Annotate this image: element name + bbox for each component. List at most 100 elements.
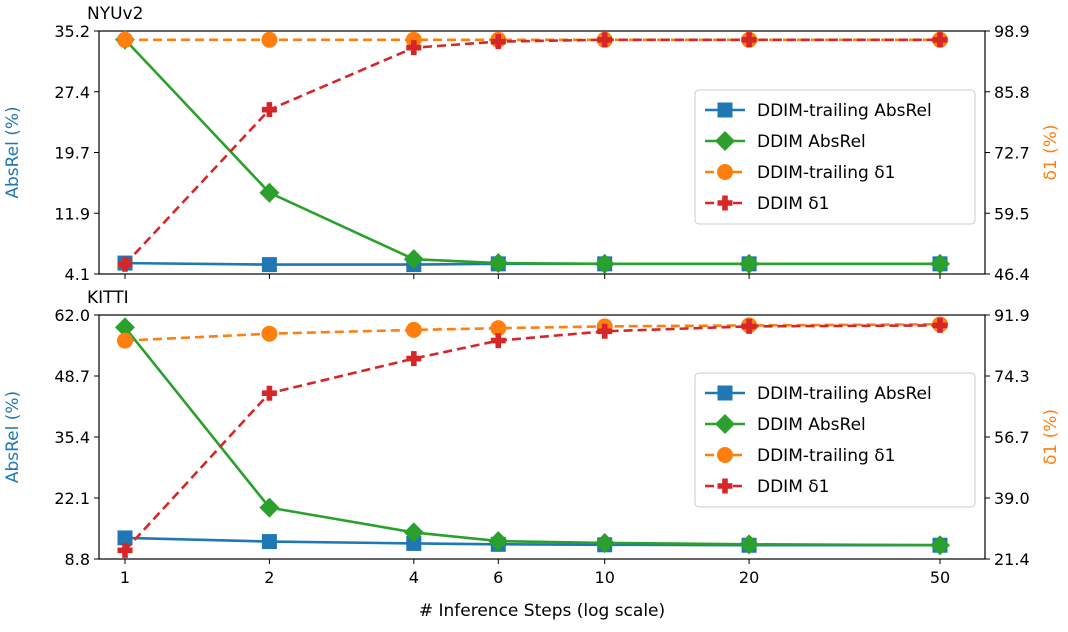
y-left-tick-label: 48.7 [54,367,90,386]
legend-marker [717,164,733,180]
panel-nyuv2: NYUv2 4.1 11.9 19.7 27.4 35.2 46.4 59.5 72.7 85.8… [3,4,1061,284]
legend-marker [717,102,733,118]
data-point [594,253,615,274]
legend-box [694,89,976,225]
data-point [403,249,424,270]
data-point [490,320,507,337]
data-point [403,522,424,543]
legend-marker [715,131,735,151]
y-right-tick-label: 56.7 [994,428,1030,447]
y-right-tick-label: 74.3 [994,367,1030,386]
x-tick-label: 2 [264,568,274,587]
data-point [932,32,948,48]
data-point [594,532,615,553]
data-point [488,253,509,274]
y-right-tick-label: 21.4 [994,550,1030,569]
data-point [261,31,278,48]
y-right-axis-title: δ1 (%) [1041,409,1061,465]
data-point [406,351,422,367]
data-point [117,31,133,48]
y-left-tick-label: 35.4 [54,428,90,447]
y-left-tick-label: 22.1 [54,489,90,508]
legend-marker [715,414,735,434]
legend-marker [717,447,733,463]
data-point [117,530,133,546]
panel-title: KITTI [87,288,129,308]
legend-label: DDIM-trailing AbsRel [757,384,932,404]
data-point [488,531,509,552]
x-tick-label: 10 [595,568,615,587]
panel-title: NYUv2 [87,4,143,24]
y-right-tick-label: 39.0 [994,489,1030,508]
y-left-axis-title: AbsRel (%) [3,391,23,483]
panel-kitti: KITTI 8.8 22.1 35.4 48.7 62.0 21.4 39.0 56.7 74.3… [3,288,1061,587]
data-point [406,40,422,56]
data-point [405,31,422,48]
data-point [261,325,278,342]
legend-box [694,372,976,508]
legend-marker [717,478,733,494]
series-2 [117,316,948,349]
data-point [741,32,757,48]
x-tick-label: 20 [739,568,759,587]
data-point [405,321,422,338]
y-right-tick-label: 85.8 [994,83,1030,102]
series-3 [117,32,948,272]
data-point [117,332,133,349]
data-point [115,317,135,338]
data-point [406,535,422,551]
data-point [597,323,613,339]
y-right-tick-label: 98.9 [994,22,1030,41]
legend: DDIM-trailing AbsRel DDIM AbsRel DDIM-trai… [694,89,976,225]
x-tick-label: 1 [120,568,130,587]
legend-marker [717,385,733,401]
legend-label: DDIM AbsRel [757,132,866,152]
data-point [261,257,277,273]
legend-label: DDIM δ1 [757,194,829,214]
legend-label: DDIM-trailing δ1 [757,446,895,466]
data-point [490,34,506,50]
x-tick-label: 4 [409,568,419,587]
y-right-tick-label: 72.7 [994,144,1030,163]
y-right-tick-label: 46.4 [994,265,1030,284]
y-left-tick-label: 35.2 [54,22,90,41]
data-point [259,182,280,203]
legend: DDIM-trailing AbsRel DDIM AbsRel DDIM-trai… [694,372,976,508]
data-point [932,317,948,333]
data-point [259,497,280,518]
data-point [739,253,760,274]
y-left-tick-label: 27.4 [54,83,90,102]
series-3 [117,317,948,558]
data-point [741,318,757,334]
y-left-tick-label: 62.0 [54,306,90,325]
data-point [117,542,133,558]
y-left-axis-title: AbsRel (%) [3,106,23,198]
y-right-tick-label: 91.9 [994,306,1030,325]
y-left-tick-label: 8.8 [65,550,90,569]
y-left-tick-label: 19.7 [54,144,90,163]
x-axis-title: # Inference Steps (log scale) [419,601,665,621]
y-left-tick-label: 4.1 [65,265,90,284]
legend-label: DDIM AbsRel [757,415,866,435]
y-right-axis-title: δ1 (%) [1041,124,1061,180]
data-point [597,32,613,48]
legend-label: DDIM-trailing AbsRel [757,101,932,121]
y-left-tick-label: 11.9 [54,204,90,223]
data-point [261,534,277,550]
legend-label: DDIM δ1 [757,477,829,497]
data-point [930,535,950,556]
legend-label: DDIM-trailing δ1 [757,163,895,183]
data-point [930,253,950,274]
x-tick-label: 50 [930,568,950,587]
series-1 [115,317,950,556]
data-point [261,102,277,118]
x-tick-label: 6 [493,568,503,587]
data-point [739,534,760,555]
legend-marker [717,195,733,211]
y-right-tick-label: 59.5 [994,204,1030,223]
data-point [261,385,277,401]
data-point [490,333,506,349]
data-point [117,256,133,272]
